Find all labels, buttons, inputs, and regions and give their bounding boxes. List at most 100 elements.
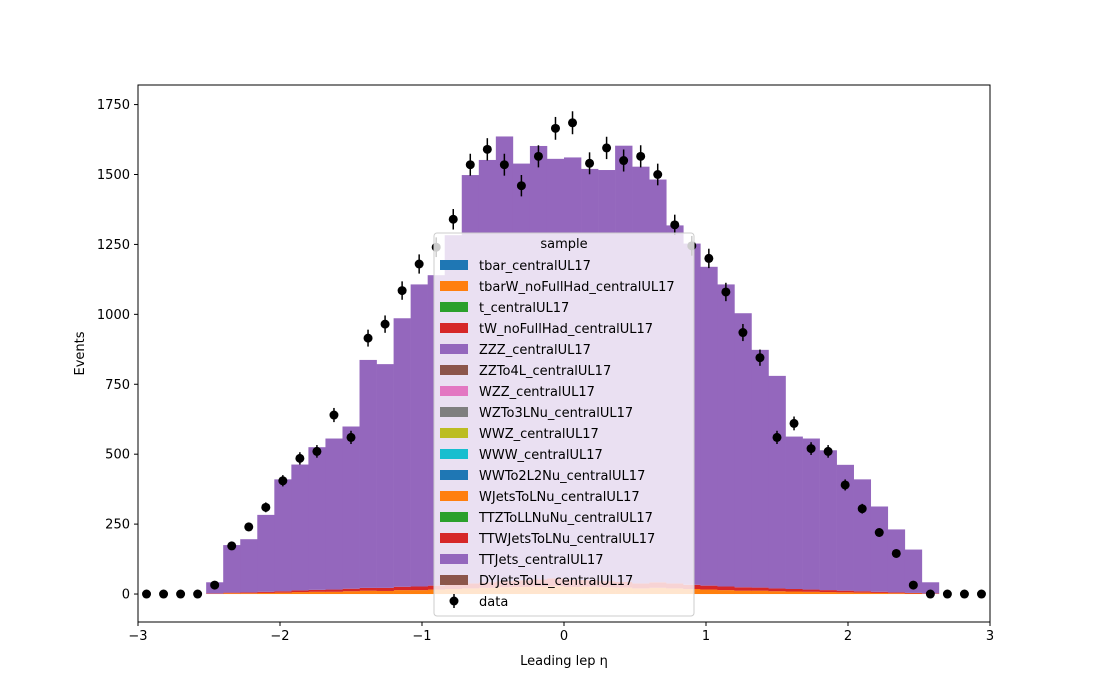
bar-tbarW_noFullHad_centralUL17-bin-36 xyxy=(751,590,769,595)
legend-label-WZTo3LNu_centralUL17: WZTo3LNu_centralUL17 xyxy=(479,406,633,421)
bar-tW_noFullHad_centralUL17-bin-13 xyxy=(359,587,377,591)
bar-TTJets_centralUL17-bin-35 xyxy=(734,313,752,588)
bar-tW_noFullHad_centralUL17-bin-10 xyxy=(308,589,326,592)
legend-swatch-WWZ_centralUL17 xyxy=(440,428,468,438)
data-point-27 xyxy=(602,143,612,153)
bar-tbarW_noFullHad_centralUL17-bin-34 xyxy=(717,590,735,595)
legend-label-ZZZ_centralUL17: ZZZ_centralUL17 xyxy=(479,343,591,358)
bar-tW_noFullHad_centralUL17-bin-5 xyxy=(223,592,241,594)
bar-tW_noFullHad_centralUL17-bin-42 xyxy=(853,591,872,593)
bar-tW_noFullHad_centralUL17-bin-16 xyxy=(410,586,428,591)
bar-tbarW_noFullHad_centralUL17-bin-41 xyxy=(836,592,854,595)
bar-tbarW_noFullHad_centralUL17-bin-10 xyxy=(308,591,326,595)
data-point-38 xyxy=(789,418,799,428)
data-point-2 xyxy=(176,589,186,599)
legend-label-t_centralUL17: t_centralUL17 xyxy=(479,301,569,316)
bar-tW_noFullHad_centralUL17-bin-8 xyxy=(274,591,292,593)
bar-TTJets_centralUL17-bin-5 xyxy=(223,545,241,593)
y-axis-ticks: 0 250 500 750 1000 1250 1500 1750 xyxy=(97,98,138,603)
bar-tbarW_noFullHad_centralUL17-bin-35 xyxy=(734,590,752,595)
data-point-3 xyxy=(193,589,203,599)
legend-swatch-TTZToLLNuNu_centralUL17 xyxy=(440,512,468,522)
bar-tW_noFullHad_centralUL17-bin-38 xyxy=(785,589,803,592)
data-point-28 xyxy=(619,156,629,166)
bar-TTJets_centralUL17-bin-43 xyxy=(870,506,889,592)
bar-TTJets_centralUL17-bin-6 xyxy=(240,539,258,593)
bar-TTJets_centralUL17-bin-33 xyxy=(700,266,718,586)
data-point-35 xyxy=(738,328,748,338)
data-point-8 xyxy=(278,476,288,486)
x-tick-label-6: 3 xyxy=(986,629,994,644)
bar-tbarW_noFullHad_centralUL17-bin-45 xyxy=(904,593,923,595)
bar-TTJets_centralUL17-bin-13 xyxy=(359,359,377,588)
legend-label-DYJetsToLL_centralUL17: DYJetsToLL_centralUL17 xyxy=(479,574,633,589)
bar-tbarW_noFullHad_centralUL17-bin-8 xyxy=(274,592,292,595)
bar-tbarW_noFullHad_centralUL17-bin-7 xyxy=(257,592,275,595)
bar-tW_noFullHad_centralUL17-bin-41 xyxy=(836,590,854,593)
data-point-16 xyxy=(414,259,424,269)
bar-tW_noFullHad_centralUL17-bin-11 xyxy=(325,589,343,592)
legend-swatch-WWTo2L2Nu_centralUL17 xyxy=(440,470,468,480)
data-point-12 xyxy=(346,432,356,442)
data-point-31 xyxy=(670,220,680,230)
bar-TTJets_centralUL17-bin-39 xyxy=(802,438,820,590)
bar-tbarW_noFullHad_centralUL17-bin-43 xyxy=(870,592,889,595)
bar-TTJets_centralUL17-bin-15 xyxy=(393,318,411,587)
bar-tW_noFullHad_centralUL17-bin-45 xyxy=(904,592,923,594)
y-tick-label-4: 1000 xyxy=(97,308,130,323)
data-point-42 xyxy=(857,504,867,514)
legend-label-ZZTo4L_centralUL17: ZZTo4L_centralUL17 xyxy=(479,364,611,379)
data-point-36 xyxy=(755,353,765,363)
data-point-25 xyxy=(568,118,578,128)
bar-TTJets_centralUL17-bin-9 xyxy=(291,464,309,591)
bar-TTJets_centralUL17-bin-46 xyxy=(921,582,940,594)
bar-tbarW_noFullHad_centralUL17-bin-42 xyxy=(853,592,872,595)
legend-label-tW_noFullHad_centralUL17: tW_noFullHad_centralUL17 xyxy=(479,322,653,337)
y-tick-label-7: 1750 xyxy=(97,98,130,113)
x-tick-label-4: 1 xyxy=(702,629,710,644)
legend-swatch-WZTo3LNu_centralUL17 xyxy=(440,407,468,417)
data-point-0 xyxy=(142,589,152,599)
data-point-5 xyxy=(227,541,237,551)
data-point-6 xyxy=(244,522,254,532)
y-tick-label-0: 0 xyxy=(122,588,130,603)
bar-tW_noFullHad_centralUL17-bin-7 xyxy=(257,591,275,593)
legend-label-WJetsToLNu_centralUL17: WJetsToLNu_centralUL17 xyxy=(479,490,640,505)
legend-label-TTJets_centralUL17: TTJets_centralUL17 xyxy=(478,553,604,568)
x-axis-ticks: −3 −2 −1 0 1 2 3 xyxy=(128,622,994,644)
legend-label-TTZToLLNuNu_centralUL17: TTZToLLNuNu_centralUL17 xyxy=(478,511,653,526)
data-point-7 xyxy=(261,502,271,512)
x-tick-label-2: −1 xyxy=(412,629,431,644)
data-point-41 xyxy=(840,480,850,490)
data-point-37 xyxy=(772,432,782,442)
bar-TTJets_centralUL17-bin-37 xyxy=(768,375,786,589)
legend-label-data: data xyxy=(479,595,508,610)
legend-label-TTWJetsToLNu_centralUL17: TTWJetsToLNu_centralUL17 xyxy=(478,532,655,547)
data-point-30 xyxy=(653,170,663,179)
x-axis-label: Leading lep η xyxy=(520,654,608,669)
bar-TTJets_centralUL17-bin-14 xyxy=(376,364,394,588)
bar-tbarW_noFullHad_centralUL17-bin-14 xyxy=(376,590,394,595)
bar-tbarW_noFullHad_centralUL17-bin-15 xyxy=(393,590,411,595)
bar-TTJets_centralUL17-bin-40 xyxy=(819,450,837,591)
x-tick-label-0: −3 xyxy=(128,629,147,644)
bar-tbarW_noFullHad_centralUL17-bin-44 xyxy=(887,593,906,595)
x-tick-label-3: 0 xyxy=(560,629,568,644)
bar-tbarW_noFullHad_centralUL17-bin-33 xyxy=(700,589,718,595)
legend-swatch-WJetsToLNu_centralUL17 xyxy=(440,491,468,501)
bar-tW_noFullHad_centralUL17-bin-39 xyxy=(802,589,820,592)
bar-TTJets_centralUL17-bin-42 xyxy=(853,479,872,592)
bar-tbarW_noFullHad_centralUL17-bin-6 xyxy=(240,593,258,595)
bar-tW_noFullHad_centralUL17-bin-44 xyxy=(887,592,906,594)
y-tick-label-5: 1250 xyxy=(97,238,130,253)
data-point-26 xyxy=(585,158,595,168)
data-point-13 xyxy=(363,333,373,343)
data-point-29 xyxy=(636,151,646,161)
data-point-20 xyxy=(482,144,492,154)
data-point-46 xyxy=(925,589,935,599)
bar-tW_noFullHad_centralUL17-bin-34 xyxy=(717,586,735,591)
legend-swatch-TTJets_centralUL17 xyxy=(440,554,468,564)
data-point-39 xyxy=(806,444,816,454)
data-point-24 xyxy=(550,123,560,133)
bar-TTJets_centralUL17-bin-12 xyxy=(342,426,360,589)
